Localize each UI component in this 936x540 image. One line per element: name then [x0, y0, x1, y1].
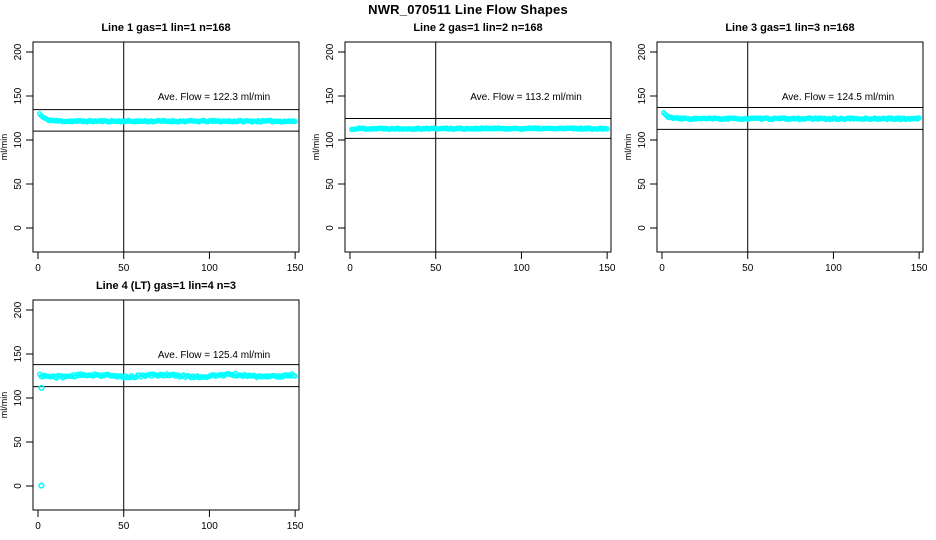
plot-frame: [32, 299, 300, 511]
y-axis-title: ml/min: [0, 392, 9, 419]
subplot-1: 0 50 100 150 0 50 100 150 200 ml/min Line 1 gas=1 …: [0, 22, 304, 274]
y-tick-label: 200: [13, 43, 24, 60]
subplot-title: Line 2 gas=1 lin=2 n=168: [413, 22, 542, 34]
plot-frame: [656, 41, 924, 253]
subplot-title: Line 3 gas=1 lin=3 n=168: [725, 22, 854, 34]
y-tick-label: 0: [13, 483, 24, 489]
y-axis-title: ml/min: [0, 134, 9, 161]
x-axis: 0 50 100 150: [35, 510, 304, 532]
subplot-2: 0 50 100 150 0 50 100 150 200 ml/min Line 2 gas=1 …: [311, 22, 616, 274]
y-tick-label: 200: [637, 43, 648, 60]
y-tick-label: 50: [637, 178, 648, 190]
ave-flow-annotation: Ave. Flow = 125.4 ml/min: [158, 350, 270, 361]
x-tick-label: 100: [201, 521, 218, 532]
ave-flow-annotation: Ave. Flow = 122.3 ml/min: [158, 92, 270, 103]
x-axis: 0 50 100 150: [347, 252, 616, 274]
x-tick-label: 150: [599, 263, 616, 274]
flow-point: [292, 118, 298, 125]
x-tick-label: 100: [513, 263, 530, 274]
y-axis-title: ml/min: [623, 134, 633, 161]
data-points: [37, 370, 298, 489]
data-points: [661, 110, 922, 123]
x-tick-label: 50: [742, 263, 754, 274]
x-tick-label: 100: [201, 263, 218, 274]
y-tick-label: 150: [13, 87, 24, 104]
y-tick-label: 0: [13, 225, 24, 231]
figure-title: NWR_070511 Line Flow Shapes: [368, 2, 568, 17]
y-tick-label: 50: [325, 178, 336, 190]
data-points: [37, 111, 298, 125]
y-axis-title: ml/min: [311, 134, 321, 161]
y-tick-label: 150: [325, 87, 336, 104]
y-tick-label: 150: [637, 87, 648, 104]
y-axis: 0 50 100 150 200: [637, 43, 657, 231]
x-axis: 0 50 100 150: [659, 252, 928, 274]
y-tick-label: 200: [325, 43, 336, 60]
plot-frame: [32, 41, 300, 253]
x-tick-label: 0: [659, 263, 665, 274]
flow-outlier-point: [38, 384, 45, 392]
y-axis: 0 50 100 150 200: [13, 301, 33, 489]
flow-point: [916, 115, 922, 121]
y-tick-label: 0: [325, 225, 336, 231]
ave-flow-annotation: Ave. Flow = 124.5 ml/min: [782, 92, 894, 103]
flow-outlier-point: [38, 482, 45, 489]
data-points: [349, 125, 610, 133]
y-axis: 0 50 100 150 200: [325, 43, 345, 231]
flow-point: [604, 126, 610, 132]
plot-frame: [344, 41, 612, 253]
x-tick-label: 0: [347, 263, 353, 274]
y-tick-label: 50: [13, 178, 24, 190]
subplot-4: 0 50 100 150 0 50 100 150 200 ml/min Line 4 (LT) g…: [0, 280, 304, 532]
subplot-title: Line 1 gas=1 lin=1 n=168: [101, 22, 230, 34]
y-tick-label: 100: [637, 131, 648, 148]
x-tick-label: 0: [35, 521, 41, 532]
y-tick-label: 200: [13, 301, 24, 318]
y-tick-label: 50: [13, 436, 24, 448]
y-tick-label: 100: [13, 131, 24, 148]
subplot-3: 0 50 100 150 0 50 100 150 200 ml/min Line 3 gas=1 …: [623, 22, 928, 274]
y-axis: 0 50 100 150 200: [13, 43, 33, 231]
x-axis: 0 50 100 150: [35, 252, 304, 274]
x-tick-label: 100: [825, 263, 842, 274]
x-tick-label: 50: [118, 521, 130, 532]
y-tick-label: 150: [13, 345, 24, 362]
x-tick-label: 150: [287, 263, 304, 274]
x-tick-label: 50: [430, 263, 442, 274]
y-tick-label: 100: [13, 389, 24, 406]
x-tick-label: 150: [287, 521, 304, 532]
y-tick-label: 100: [325, 131, 336, 148]
x-tick-label: 0: [35, 263, 41, 274]
flow-point: [292, 373, 298, 379]
ave-flow-annotation: Ave. Flow = 113.2 ml/min: [470, 92, 582, 103]
subplot-title: Line 4 (LT) gas=1 lin=4 n=3: [96, 280, 236, 292]
y-tick-label: 0: [637, 225, 648, 231]
x-tick-label: 150: [911, 263, 928, 274]
x-tick-label: 50: [118, 263, 130, 274]
